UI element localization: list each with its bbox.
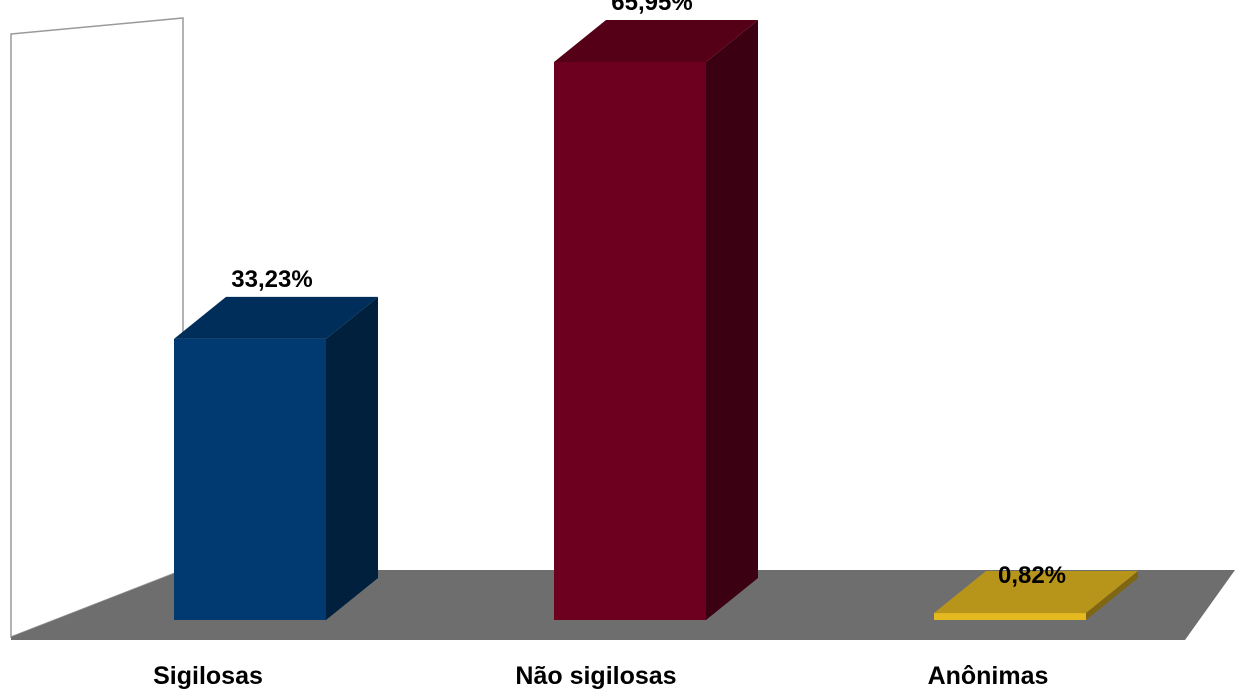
bar-1 [174,296,378,620]
value-label: 0,82% [998,562,1066,589]
bar-top-face [554,20,758,62]
category-labels-group: Sigilosas Não sigilosas Anônimas [153,662,1048,689]
value-label: 33,23% [231,266,312,293]
bar-3 [934,571,1138,620]
bar-side-face [326,296,378,620]
bar-2 [554,20,758,620]
bar-front-face [934,613,1086,620]
category-label: Sigilosas [153,662,263,689]
value-labels-group: 33,23% 65,95% 0,82% [231,0,1066,589]
bar-side-face [1086,571,1138,620]
bar-top-face [174,296,378,339]
bar-side-face [706,20,758,620]
back-wall [10,17,184,639]
bar-top-face [934,571,1138,614]
category-label: Não sigilosas [515,662,676,689]
bar-front-face [174,338,326,620]
category-label: Anônimas [928,662,1049,689]
bars-group [174,20,1138,620]
value-label: 65,95% [611,0,692,16]
bar-front-face [554,62,706,620]
